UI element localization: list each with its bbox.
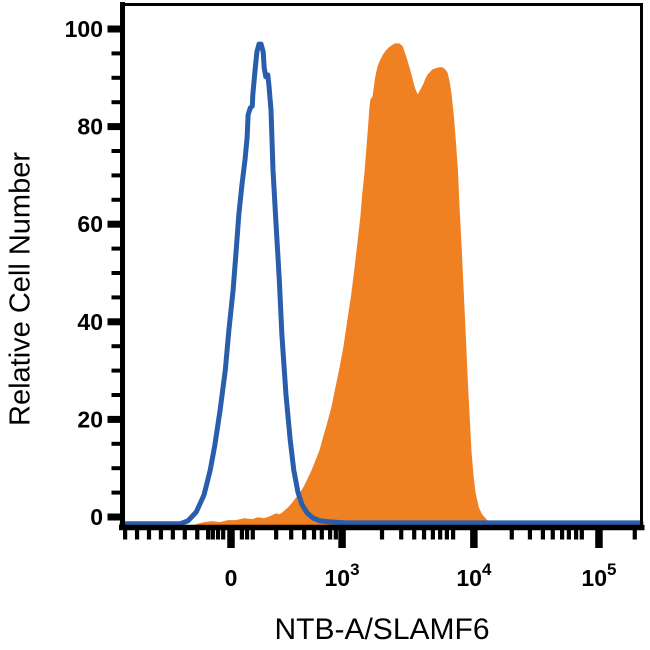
x-tick-exponent: 3	[350, 560, 359, 579]
y-tick-label-0: 0	[90, 504, 103, 530]
y-tick-label-100: 100	[65, 16, 103, 42]
x-tick-label-10^5: 105	[581, 560, 616, 591]
plot-frame	[119, 2, 645, 531]
y-tick-label-40: 40	[77, 309, 103, 335]
x-tick-label-0: 0	[225, 565, 238, 591]
y-tick-label-80: 80	[77, 114, 103, 140]
orange-filled-histogram	[195, 43, 500, 530]
y-tick-label-60: 60	[77, 211, 103, 237]
x-axis-title: NTB-A/SLAMF6	[274, 613, 490, 646]
y-axis-ticks: 0 20 40 60 80 100	[65, 16, 120, 530]
series-layer	[119, 41, 644, 530]
y-axis-title: Relative Cell Number	[4, 152, 37, 426]
y-tick-label-20: 20	[77, 406, 103, 432]
x-tick-exponent: 4	[482, 560, 492, 579]
blue-open-histogram-curve	[119, 41, 644, 527]
x-tick-exponent: 5	[607, 560, 616, 579]
x-tick-label-10^4: 104	[456, 560, 492, 591]
x-axis-ticks: 0 103 104 105	[123, 530, 637, 591]
x-tick-label-10^3: 103	[325, 560, 360, 591]
